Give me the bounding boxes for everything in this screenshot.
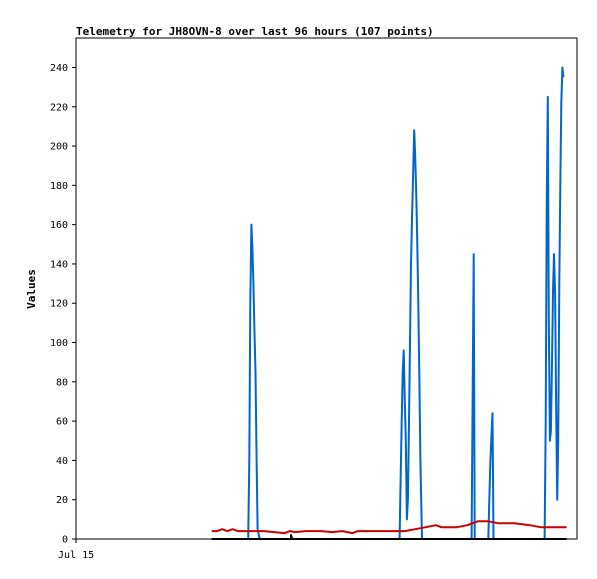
y-tick-label: 140 <box>50 259 68 270</box>
y-tick-label: 180 <box>50 181 68 192</box>
series-line-2 <box>211 520 567 535</box>
y-axis-ticks: 0 20 40 60 80 100 120 140 160 180 200 220 240 <box>50 63 76 546</box>
series-line-1 <box>247 66 565 540</box>
y-tick-label: 240 <box>50 63 68 74</box>
y-tick-label: 120 <box>50 299 68 310</box>
y-tick-label: 100 <box>50 338 68 349</box>
y-tick-label: 80 <box>56 377 68 388</box>
y-tick-label: 20 <box>56 495 68 506</box>
x-tick-label: Jul 15 <box>58 550 94 561</box>
y-tick-label: 220 <box>50 102 68 113</box>
y-tick-label: 0 <box>62 535 68 546</box>
y-tick-label: 200 <box>50 142 68 153</box>
y-tick-label: 60 <box>56 417 68 428</box>
series-line-3 <box>211 534 567 540</box>
y-tick-label: 40 <box>56 456 68 467</box>
y-axis-label: Values <box>25 269 38 309</box>
series-lines <box>211 66 567 540</box>
chart-title: Telemetry for JH8OVN-8 over last 96 hour… <box>76 25 434 38</box>
x-axis-ticks: Jul 15 <box>58 539 94 561</box>
plot-frame <box>75 37 578 540</box>
y-tick-label: 160 <box>50 220 68 231</box>
